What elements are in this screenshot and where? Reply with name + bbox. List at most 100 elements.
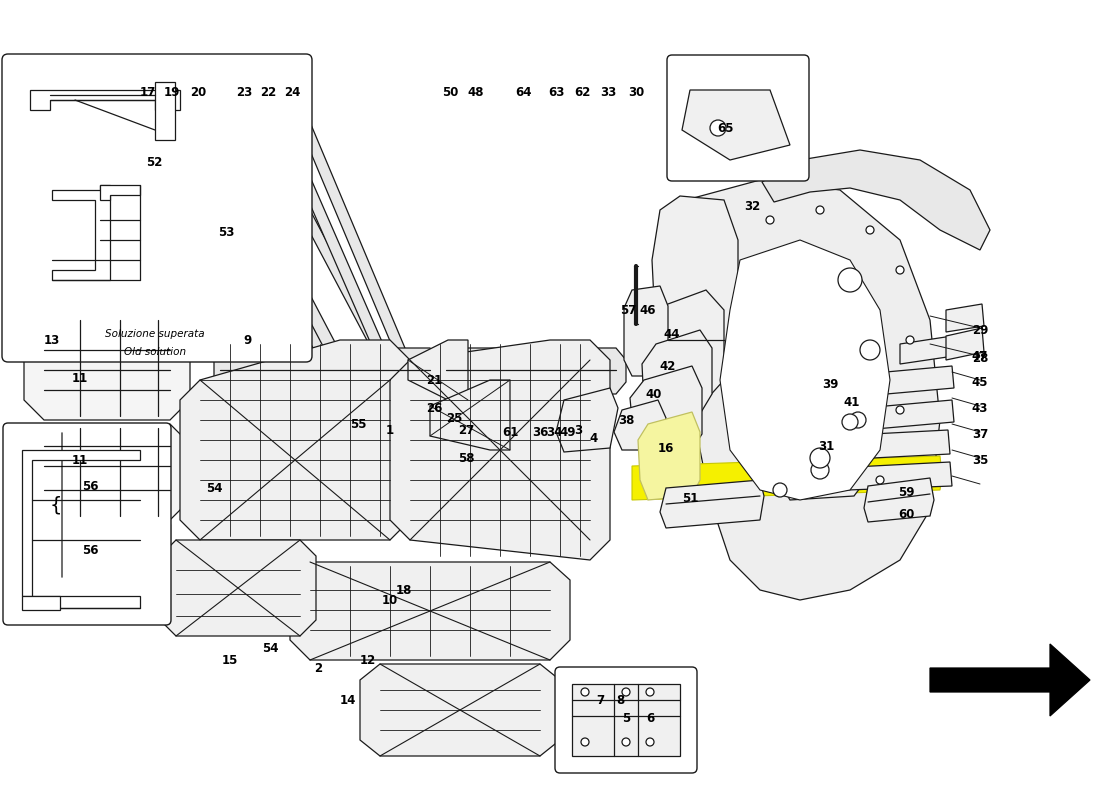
Polygon shape [720, 240, 890, 500]
FancyBboxPatch shape [556, 667, 697, 773]
Text: 23: 23 [235, 86, 252, 98]
Circle shape [646, 688, 654, 696]
Text: 38: 38 [618, 414, 635, 426]
Circle shape [811, 461, 829, 479]
Text: 62: 62 [574, 86, 591, 98]
Circle shape [896, 266, 904, 274]
Polygon shape [682, 90, 790, 160]
Text: 55: 55 [350, 418, 366, 430]
Polygon shape [824, 390, 874, 452]
Polygon shape [198, 108, 360, 390]
Text: 10: 10 [382, 594, 398, 606]
Circle shape [621, 688, 630, 696]
Text: 9: 9 [244, 334, 252, 346]
Text: 29: 29 [971, 323, 988, 337]
Text: 40: 40 [646, 387, 662, 401]
Circle shape [581, 738, 589, 746]
Polygon shape [155, 82, 175, 140]
Text: 56: 56 [81, 543, 98, 557]
Text: 54: 54 [206, 482, 222, 494]
Polygon shape [762, 150, 990, 250]
Text: 33: 33 [600, 86, 616, 98]
Polygon shape [30, 90, 180, 110]
Text: 2: 2 [314, 662, 322, 674]
Polygon shape [776, 420, 866, 500]
Text: 50: 50 [442, 86, 459, 98]
Text: 13: 13 [44, 334, 60, 346]
Text: 58: 58 [458, 451, 474, 465]
Text: 64: 64 [516, 86, 532, 98]
Circle shape [773, 483, 786, 497]
Text: 48: 48 [468, 86, 484, 98]
Text: 18: 18 [396, 583, 412, 597]
Text: 36: 36 [531, 426, 548, 438]
Circle shape [860, 340, 880, 360]
Polygon shape [900, 336, 954, 364]
Polygon shape [946, 304, 984, 332]
Polygon shape [244, 108, 400, 380]
Text: 16: 16 [658, 442, 674, 454]
Text: 11: 11 [72, 454, 88, 466]
Polygon shape [630, 366, 702, 460]
Polygon shape [24, 424, 190, 520]
Text: a passion for parts: a passion for parts [271, 466, 565, 494]
Circle shape [810, 448, 830, 468]
Text: 34: 34 [546, 426, 562, 438]
Circle shape [838, 268, 862, 292]
Polygon shape [808, 352, 870, 416]
Polygon shape [644, 290, 724, 410]
Text: 52: 52 [146, 155, 162, 169]
Text: 56: 56 [81, 479, 98, 493]
Polygon shape [360, 664, 560, 756]
Polygon shape [22, 596, 140, 608]
Polygon shape [160, 540, 316, 636]
Text: 47: 47 [971, 350, 988, 362]
Polygon shape [864, 400, 954, 430]
Text: 24: 24 [284, 86, 300, 98]
Text: Old solution: Old solution [124, 347, 186, 357]
Polygon shape [148, 108, 330, 390]
Polygon shape [390, 340, 611, 560]
Polygon shape [652, 196, 738, 380]
Circle shape [896, 406, 904, 414]
Polygon shape [930, 644, 1090, 716]
Polygon shape [642, 330, 712, 424]
Text: 42: 42 [660, 359, 676, 373]
Polygon shape [268, 108, 390, 360]
Circle shape [866, 226, 874, 234]
Circle shape [842, 414, 858, 430]
Text: 19: 19 [164, 86, 180, 98]
Polygon shape [864, 478, 934, 522]
Text: 28: 28 [971, 351, 988, 365]
Text: 12: 12 [360, 654, 376, 666]
Text: 8: 8 [616, 694, 624, 706]
Polygon shape [52, 185, 110, 280]
Text: 31: 31 [818, 439, 834, 453]
FancyBboxPatch shape [2, 54, 312, 362]
Text: 3: 3 [574, 423, 582, 437]
Text: 22: 22 [260, 86, 276, 98]
Polygon shape [22, 450, 140, 596]
Text: 6: 6 [646, 711, 654, 725]
Text: 35: 35 [971, 454, 988, 466]
Polygon shape [946, 328, 984, 360]
Text: 11: 11 [72, 371, 88, 385]
Text: 4: 4 [590, 431, 598, 445]
Text: 21: 21 [426, 374, 442, 386]
Text: {: { [50, 495, 63, 514]
Text: eurob: eurob [211, 350, 449, 418]
Polygon shape [172, 108, 340, 370]
Text: 43: 43 [971, 402, 988, 414]
Text: 44: 44 [663, 327, 680, 341]
Text: 59: 59 [898, 486, 914, 498]
Circle shape [850, 412, 866, 428]
Polygon shape [430, 380, 510, 450]
Polygon shape [796, 462, 952, 492]
Text: 7: 7 [596, 694, 604, 706]
Text: 14: 14 [340, 694, 356, 706]
Text: 60: 60 [898, 507, 914, 521]
Circle shape [646, 738, 654, 746]
Polygon shape [864, 366, 954, 396]
Text: Soluzione superata: Soluzione superata [106, 329, 205, 339]
Text: 39: 39 [822, 378, 838, 390]
